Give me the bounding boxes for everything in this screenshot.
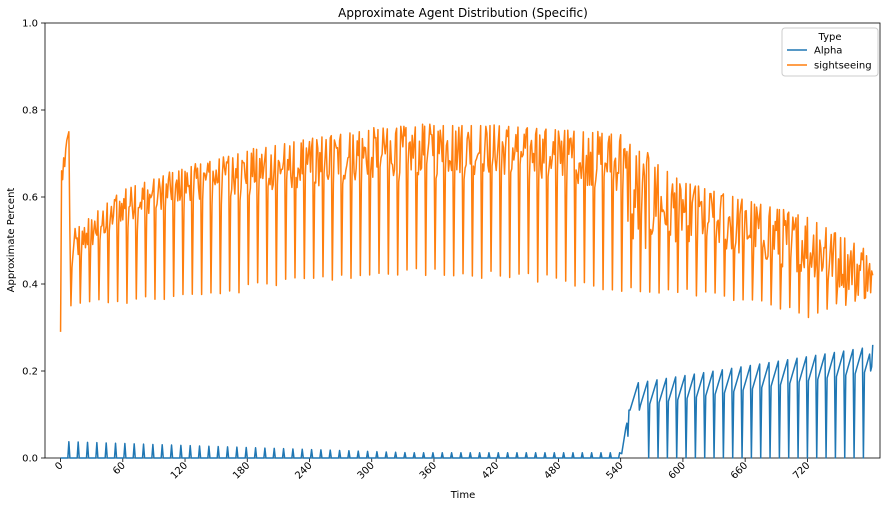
x-tick-label: 180	[231, 460, 252, 481]
legend: Type Alpha sightseeing	[781, 27, 879, 77]
y-tick-label: 0.6	[22, 193, 38, 204]
x-tick-label: 240	[293, 460, 314, 481]
series-line-sightseeing	[59, 123, 874, 332]
series-line-alpha	[60, 344, 874, 459]
x-tick-label: 360	[418, 460, 439, 481]
x-tick-label: 0	[53, 460, 65, 472]
x-axis-label: Time	[450, 490, 475, 501]
plot-area: 0.0 0.2 0.4 0.6 0.8 1.0 0 60 120 180 240 300 360 420 4…	[22, 19, 881, 482]
y-tick-label: 0.4	[22, 280, 38, 291]
x-tick-label: 720	[791, 460, 812, 481]
x-tick-label: 120	[169, 460, 190, 481]
x-tick-label: 600	[667, 460, 688, 481]
x-tick-label: 660	[729, 460, 750, 481]
x-tick-label: 420	[480, 460, 501, 481]
legend-box	[781, 27, 879, 77]
legend-label-sightseeing: sightseeing	[814, 61, 872, 72]
x-tick-label: 60	[111, 460, 128, 477]
x-tick-label: 480	[542, 460, 563, 481]
y-axis-label: Approximate Percent	[6, 188, 17, 293]
y-tick-label: 0.2	[22, 367, 38, 378]
y-tick-label: 0.0	[22, 454, 38, 465]
y-tick-label: 1.0	[22, 19, 38, 30]
chart-title: Approximate Agent Distribution (Specific…	[338, 6, 588, 20]
x-tick-label: 300	[356, 460, 377, 481]
legend-label-alpha: Alpha	[814, 46, 842, 57]
y-tick-label: 0.8	[22, 106, 38, 117]
x-tick-label: 540	[605, 460, 626, 481]
legend-title: Type	[818, 32, 842, 43]
